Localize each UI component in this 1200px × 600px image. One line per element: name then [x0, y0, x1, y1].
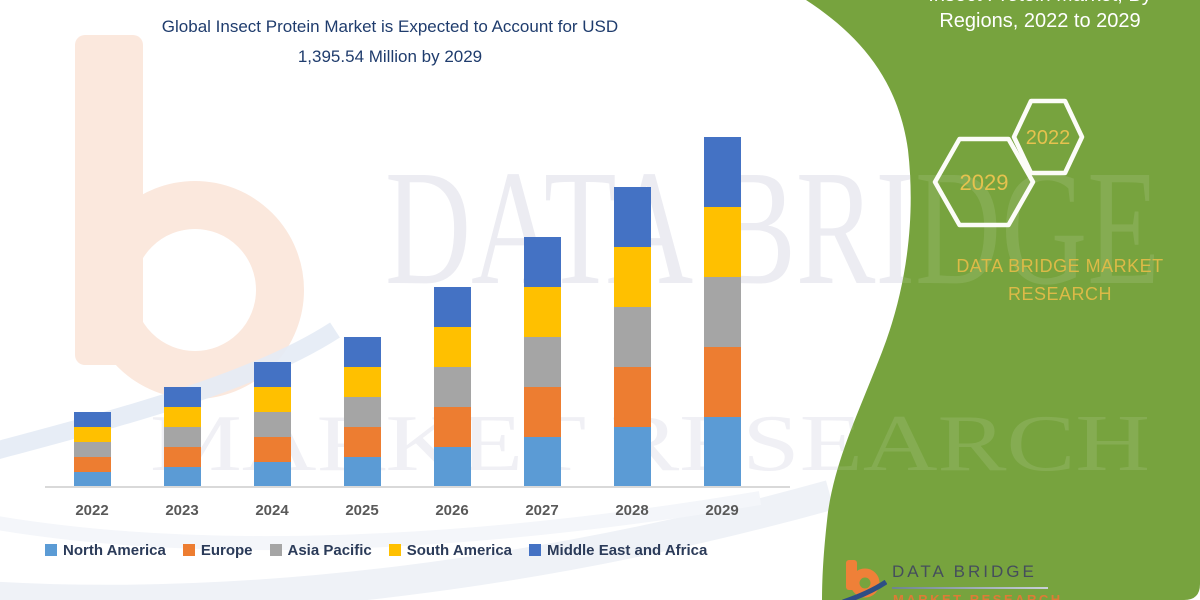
hexagon-2022-icon [1011, 98, 1085, 176]
legend-item: North America [45, 542, 166, 559]
bar-segment [163, 407, 201, 428]
bar-segment [523, 237, 561, 287]
bar-2024 [253, 362, 291, 487]
x-axis-label: 2028 [615, 502, 649, 519]
bar-segment [613, 247, 651, 308]
brand-line1: DATA BRIDGE MARKET [956, 256, 1164, 276]
brand-line2: RESEARCH [1007, 284, 1113, 304]
bar-segment [253, 387, 291, 412]
panel-heading: Regions, 2022 to 2029 [939, 10, 1141, 32]
footer-logo-name: DATA BRIDGE [892, 562, 1037, 581]
bar-segment [613, 367, 651, 428]
bar-segment [73, 412, 111, 427]
legend-swatch-icon [529, 544, 542, 556]
bar-segment [73, 427, 111, 442]
x-axis-label: 2023 [165, 502, 199, 519]
hexagon-2029-label: 2029 [960, 170, 1009, 195]
x-axis-label: 2025 [345, 502, 379, 519]
hexagon-2029-icon [932, 136, 1036, 228]
chart-title-line2: 1,395.54 Million by 2029 [297, 47, 483, 66]
bar-segment [703, 207, 741, 277]
x-axis-label: 2022 [75, 502, 109, 519]
legend-item: South America [388, 541, 513, 559]
bar-segment [343, 337, 381, 367]
bar-segment [253, 362, 291, 387]
legend-item: Asia Pacific [269, 541, 372, 559]
bar-segment [523, 337, 561, 387]
brand-text: DATA BRIDGE MARKET RESEARCH [930, 252, 1190, 308]
bar-2027 [523, 237, 561, 487]
legend-swatch-icon [269, 544, 282, 556]
x-axis-label: 2027 [525, 502, 559, 519]
bar-segment [703, 347, 741, 417]
bar-segment [703, 277, 741, 347]
bar-segment [703, 417, 741, 487]
x-axis-label: 2026 [435, 502, 469, 519]
bar-segment [253, 437, 291, 462]
bar-segment [73, 472, 111, 487]
bar-2025 [343, 337, 381, 487]
panel-heading-clipped: Insect Protein Market, By [880, 0, 1200, 5]
bar-segment [73, 457, 111, 472]
legend-label: North America [63, 541, 166, 559]
green-panel-shape [806, 0, 1200, 600]
footer-logo-b-icon [842, 560, 887, 600]
footer-logo: DATA BRIDGE MARKET RESEARCH [835, 555, 1115, 600]
bar-segment [163, 467, 201, 487]
legend-swatch-icon [388, 544, 401, 556]
bar-segment [613, 427, 651, 487]
bar-2028 [613, 187, 651, 487]
legend: North America Europe Asia Pacific South Ame… [45, 541, 707, 559]
bar-segment [523, 287, 561, 337]
x-axis-label: 2029 [705, 502, 739, 519]
bar-2022 [73, 412, 111, 487]
legend-swatch-icon [182, 544, 195, 556]
bar-segment [253, 462, 291, 487]
bar-segment [433, 327, 471, 367]
bar-segment [343, 457, 381, 487]
bar-segment [163, 447, 201, 468]
bar-segment [433, 407, 471, 447]
bar-segment [163, 427, 201, 448]
legend-item: Middle East and Africa [529, 542, 707, 559]
chart-title-line1: Global Insect Protein Market is Expected… [161, 17, 619, 36]
bar-segment [523, 437, 561, 487]
bar-segment [73, 442, 111, 457]
bar-segment [433, 447, 471, 487]
bar-segment [343, 367, 381, 397]
footer-logo-rule [892, 587, 1048, 589]
bar-2029 [703, 137, 741, 487]
bar-segment [433, 367, 471, 407]
hexagon-2022-label: 2022 [1026, 127, 1071, 149]
bar-2026 [433, 287, 471, 487]
footer-logo-sub: MARKET RESEARCH [893, 592, 1063, 600]
bar-segment [613, 307, 651, 368]
chart-title: Global Insect Protein Market is Expected… [40, 12, 740, 72]
legend-label: Asia Pacific [287, 541, 372, 559]
legend-label: South America [406, 541, 513, 559]
bar-segment [253, 412, 291, 437]
bar-segment [613, 187, 651, 248]
legend-label: Middle East and Africa [547, 541, 708, 559]
legend-swatch-icon [45, 544, 57, 556]
legend-item: Europe [182, 541, 253, 559]
bar-segment [523, 387, 561, 437]
bar-segment [163, 387, 201, 408]
panel-watermark-line2: MARKET RESEARCH [150, 400, 1150, 488]
legend-label: Europe [200, 541, 253, 559]
bar-segment [343, 397, 381, 427]
x-axis-line [45, 486, 790, 488]
bar-2023 [163, 387, 201, 487]
x-axis-label: 2024 [255, 502, 289, 519]
hexagon-badges: 2029 2022 [932, 98, 1085, 228]
bar-segment [703, 137, 741, 207]
bar-segment [433, 287, 471, 327]
bar-segment [343, 427, 381, 457]
